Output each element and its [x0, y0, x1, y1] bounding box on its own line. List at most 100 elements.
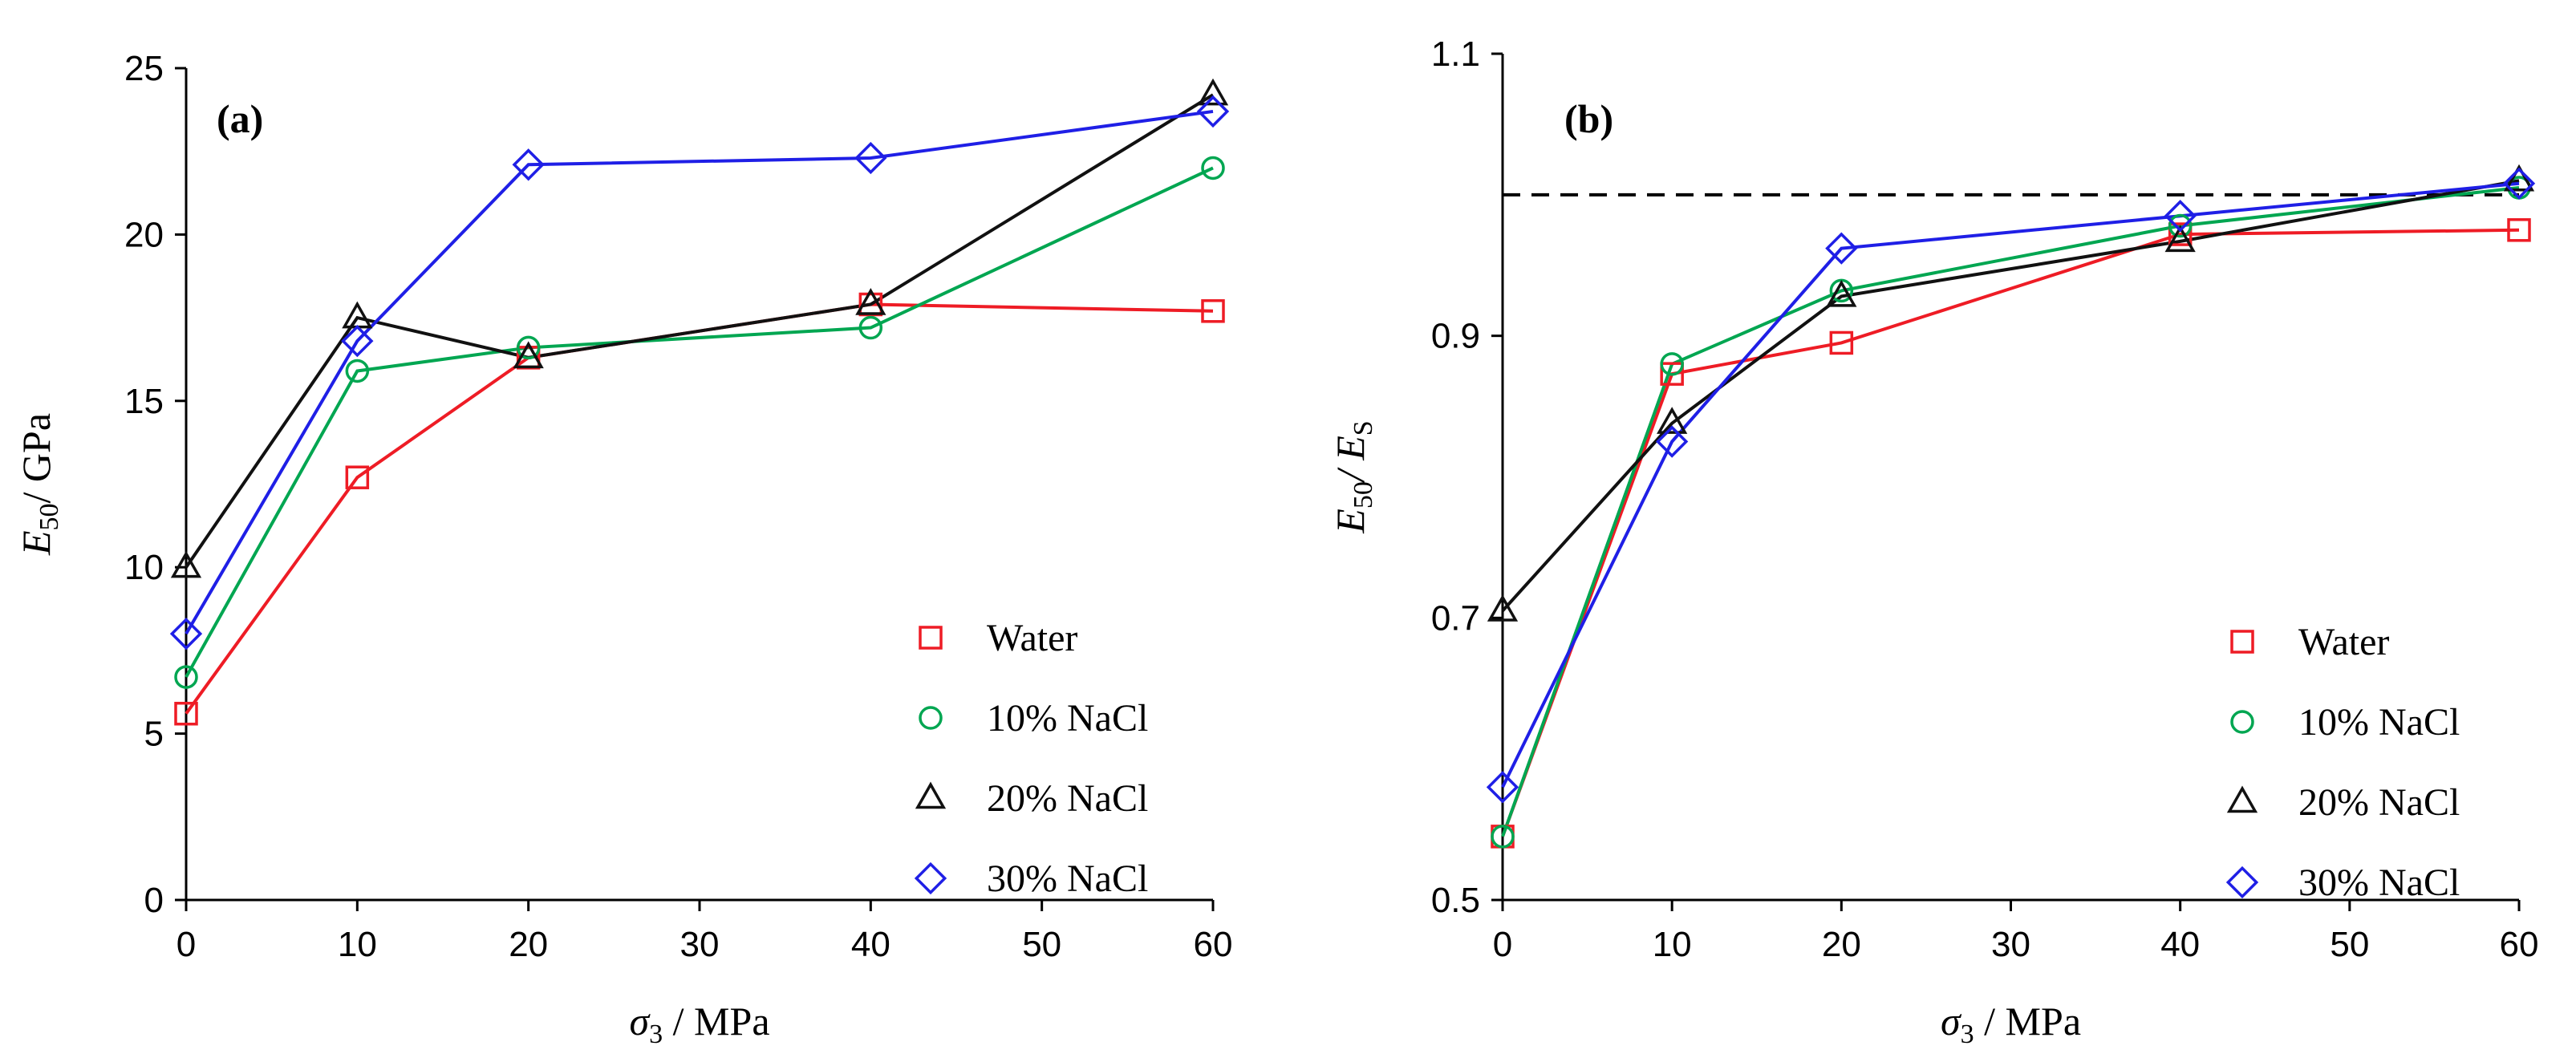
- x-tick-label: 10: [1653, 925, 1692, 964]
- y-axis-title-part: E: [14, 530, 59, 556]
- legend-label: 20% NaCl: [987, 777, 1148, 820]
- data-point: [2507, 218, 2531, 242]
- x-axis-title-part: σ: [629, 999, 651, 1044]
- data-point: [1660, 352, 1684, 376]
- y-tick-label: 5: [144, 715, 164, 754]
- series-line: [185, 109, 1214, 635]
- data-point: [342, 301, 373, 329]
- data-point: [1201, 156, 1225, 180]
- y-tick-label: 25: [124, 49, 164, 88]
- legend-label: 30% NaCl: [987, 857, 1148, 900]
- series-line: [185, 166, 1214, 679]
- x-tick-label: 40: [2160, 925, 2200, 964]
- y-tick-label: 0: [144, 881, 164, 920]
- y-axis-title-part: 50: [34, 503, 64, 530]
- x-tick-label: 10: [338, 925, 377, 964]
- series-line: [1501, 186, 2520, 837]
- data-point: [1656, 425, 1689, 458]
- data-point: [2164, 225, 2196, 253]
- legend-marker: [2226, 785, 2258, 813]
- series-line: [185, 93, 1215, 569]
- x-tick-label: 40: [851, 925, 890, 964]
- data-point: [1660, 362, 1684, 386]
- data-point: [174, 701, 198, 726]
- data-point: [516, 335, 541, 360]
- y-tick-label: 10: [124, 548, 164, 587]
- data-point: [2168, 222, 2193, 246]
- legend-marker: [2230, 630, 2254, 654]
- data-point: [1826, 279, 1857, 307]
- series-line: [1501, 181, 2520, 788]
- data-point: [345, 359, 370, 383]
- y-axis-title-part: / GPa: [14, 413, 59, 504]
- legend-marker: [919, 706, 943, 730]
- x-tick-label: 60: [1194, 925, 1233, 964]
- x-tick-label: 20: [1822, 925, 1861, 964]
- x-axis-title-part: / MPa: [663, 999, 769, 1044]
- y-axis-title-part: S: [1349, 420, 1378, 436]
- x-tick-label: 0: [1493, 925, 1512, 964]
- data-point: [1657, 407, 1688, 434]
- x-axis-title-part: / MPa: [1974, 999, 2081, 1044]
- data-point: [1201, 299, 1225, 323]
- legend-marker: [915, 781, 947, 809]
- data-point: [512, 148, 545, 181]
- data-point: [174, 665, 198, 689]
- chart-panel-a: 0 10 20 30 40 50 60 0 5 10 15 20 25 (a) Water 10% NaCl 2…: [14, 49, 1232, 1049]
- legend-label: 10% NaCl: [2298, 701, 2460, 744]
- data-point: [855, 288, 886, 315]
- data-point: [1196, 95, 1230, 128]
- x-axis-title-part: σ: [1941, 999, 1962, 1044]
- legend-marker: [914, 861, 947, 895]
- data-point: [1487, 594, 1519, 622]
- legend-marker: [919, 626, 943, 650]
- legend-label: 10% NaCl: [987, 697, 1148, 740]
- data-point: [1829, 330, 1854, 355]
- y-tick-label: 1.1: [1431, 34, 1480, 74]
- legend-label: 30% NaCl: [2298, 861, 2460, 904]
- x-tick-label: 20: [509, 925, 548, 964]
- x-tick-label: 30: [1991, 925, 2030, 964]
- legend-label: Water: [987, 617, 1077, 659]
- y-axis-title: E50/ ES: [1328, 420, 1378, 533]
- data-point: [169, 618, 203, 651]
- data-point: [2502, 167, 2536, 200]
- legend-marker: [2230, 710, 2254, 734]
- data-point: [345, 465, 370, 489]
- data-point: [1491, 825, 1515, 849]
- y-tick-label: 0.7: [1431, 598, 1480, 638]
- data-point: [2164, 200, 2197, 233]
- y-axis-title-part: 50: [1349, 481, 1378, 509]
- data-point: [2503, 164, 2535, 192]
- x-tick-label: 0: [176, 925, 196, 964]
- x-axis-title-part: 3: [1961, 1019, 1974, 1049]
- x-tick-label: 30: [680, 925, 720, 964]
- legend-marker: [2225, 865, 2259, 899]
- x-tick-label: 50: [1022, 925, 1061, 964]
- data-point: [1486, 771, 1519, 804]
- y-tick-label: 15: [124, 382, 164, 421]
- panel-label: (b): [1564, 96, 1613, 141]
- x-axis-title: σ3 / MPa: [1941, 999, 2081, 1049]
- series-line: [1501, 179, 2520, 612]
- chart-panel-b: 0 10 20 30 40 50 60 0.5 0.7 0.9 1.1 (b) Water 10% NaC…: [1328, 34, 2538, 1049]
- data-point: [858, 315, 883, 340]
- y-tick-label: 0.9: [1431, 317, 1480, 356]
- data-point: [1825, 232, 1858, 265]
- data-point: [341, 324, 374, 358]
- y-axis-title-part: E: [1328, 509, 1373, 534]
- y-tick-label: 0.5: [1431, 881, 1480, 920]
- data-point: [170, 550, 202, 578]
- legend-label: 20% NaCl: [2298, 781, 2460, 824]
- x-axis-title-part: 3: [649, 1019, 663, 1049]
- x-tick-label: 50: [2330, 925, 2369, 964]
- data-point: [854, 141, 887, 175]
- panel-label: (a): [217, 96, 263, 141]
- y-axis-title-part: / E: [1328, 436, 1373, 484]
- legend-label: Water: [2298, 621, 2389, 663]
- data-point: [513, 341, 544, 369]
- x-tick-label: 60: [2500, 925, 2539, 964]
- data-point: [2168, 213, 2193, 238]
- x-axis-title: σ3 / MPa: [629, 999, 769, 1049]
